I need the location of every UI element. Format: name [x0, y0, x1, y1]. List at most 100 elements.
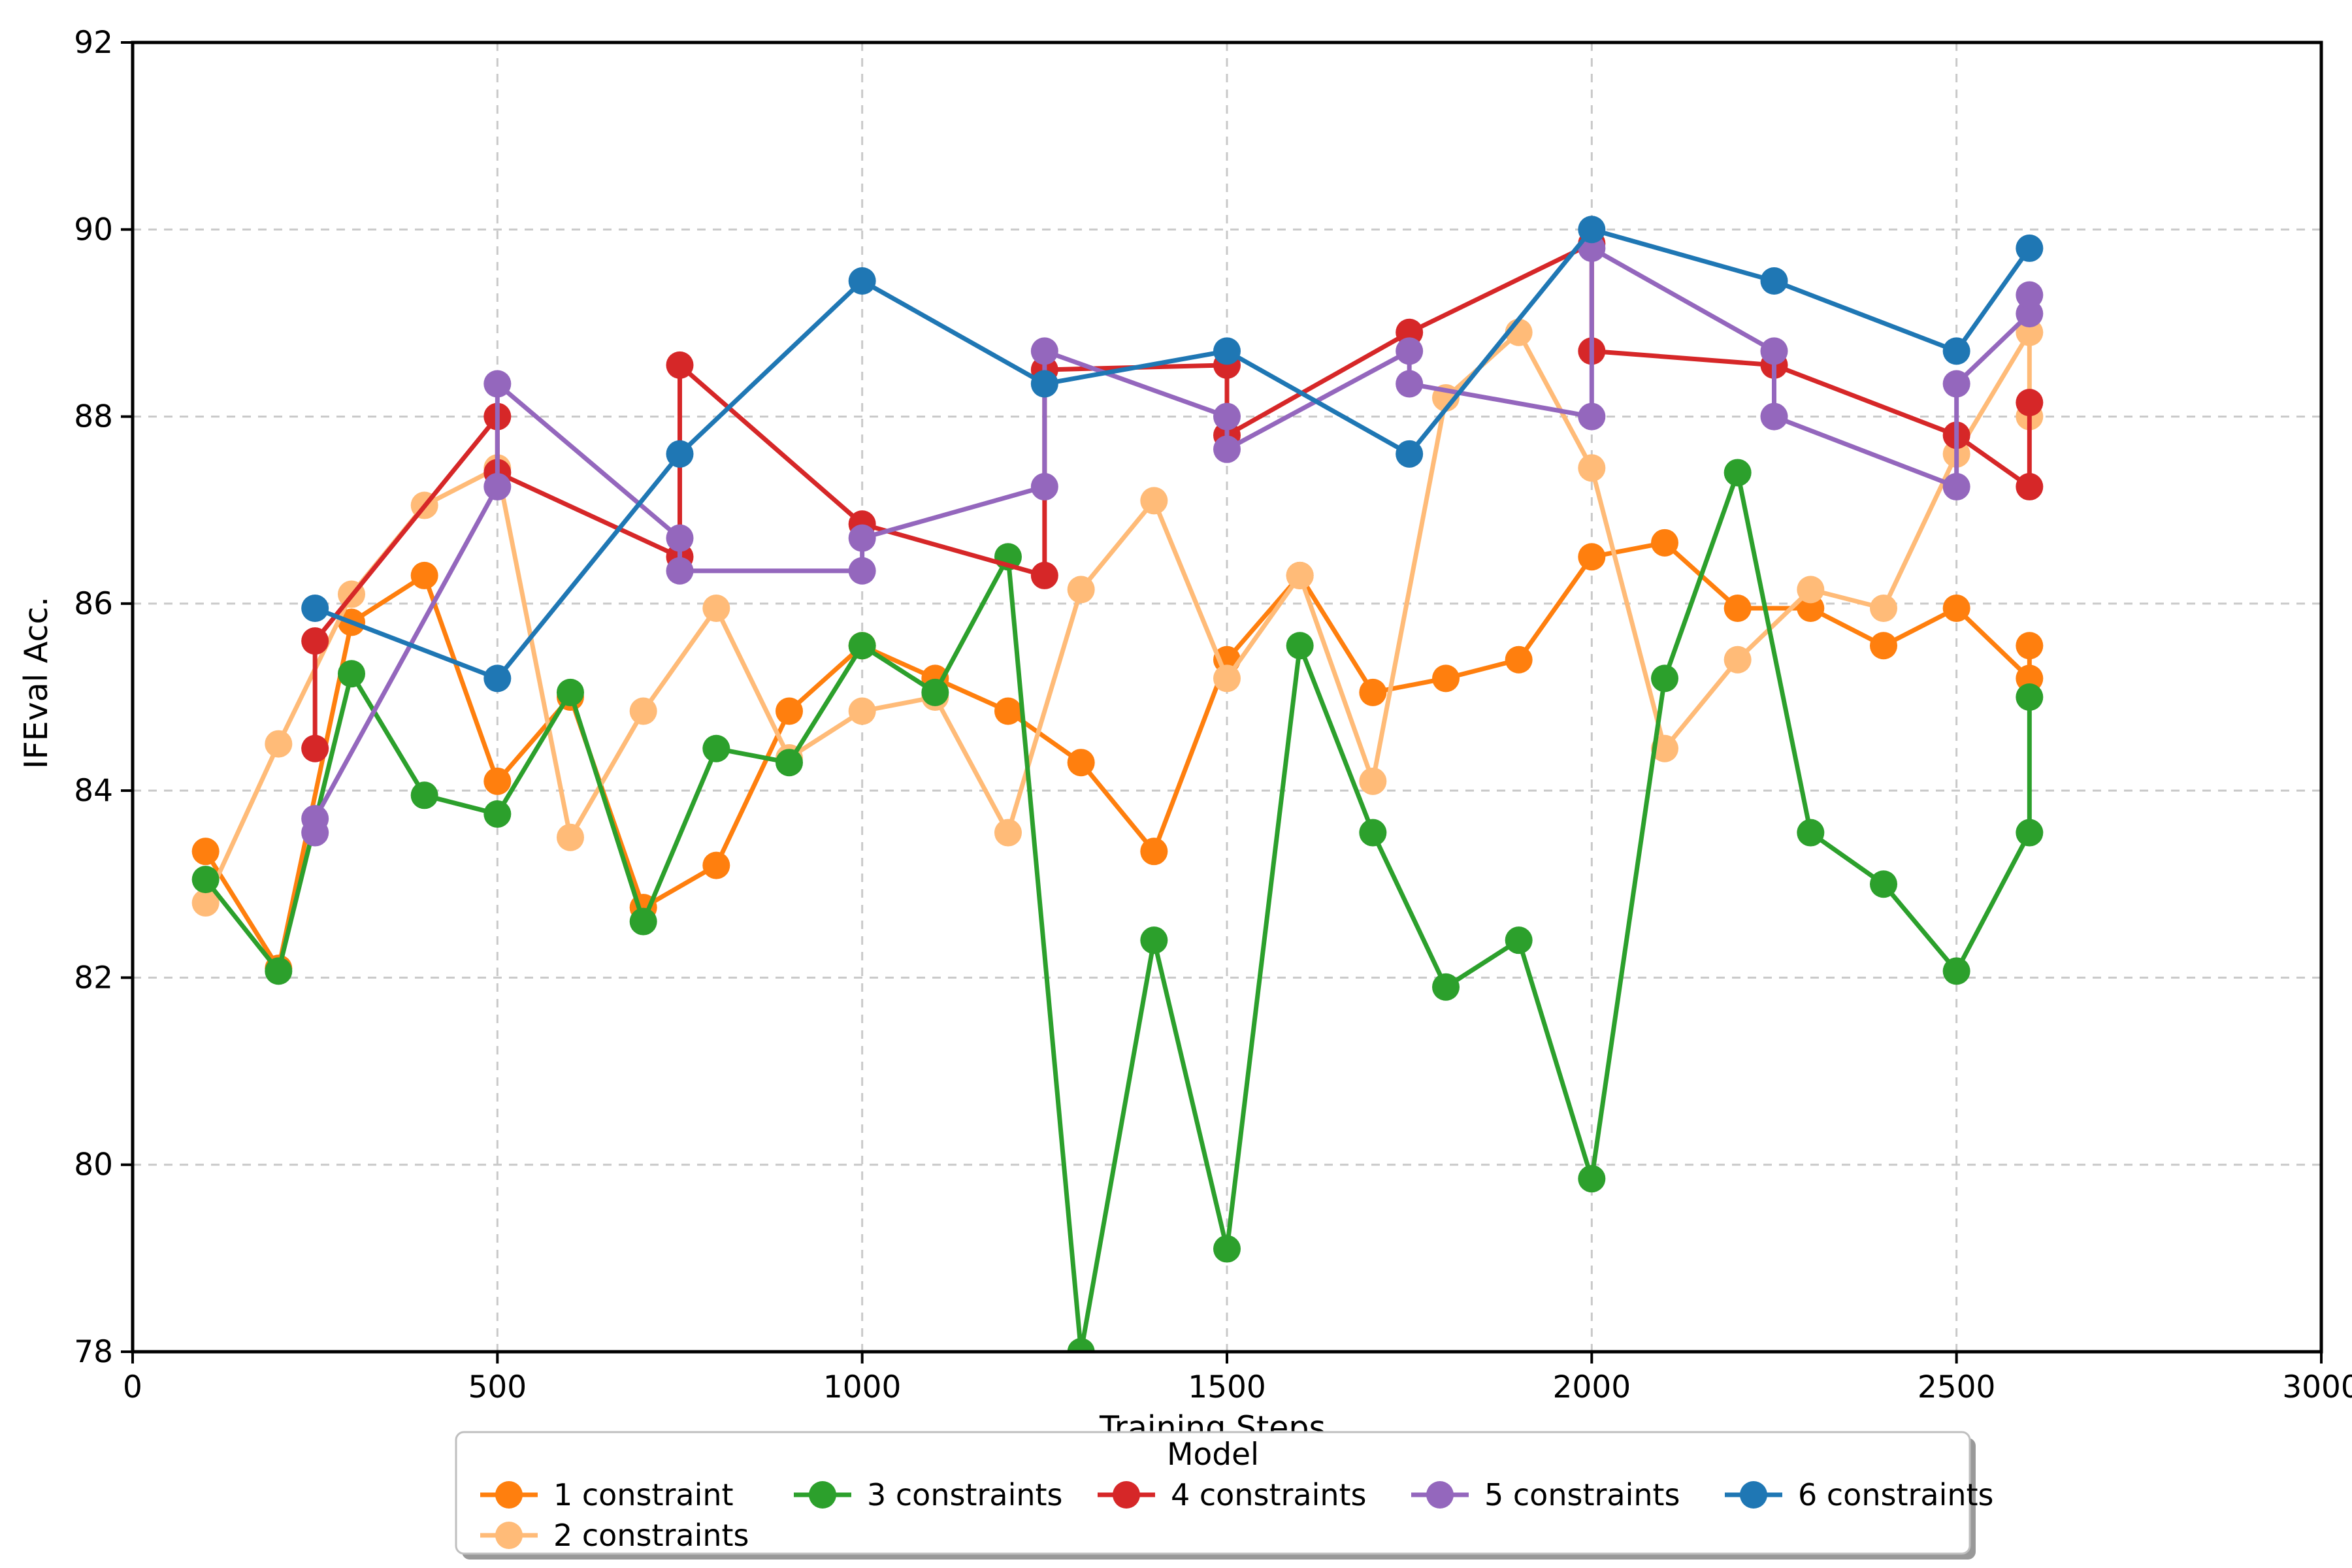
series-marker-3-constraints: [1797, 819, 1825, 847]
series-marker-5-constraints: [1942, 472, 1970, 500]
series-marker-1-constraint: [191, 838, 220, 866]
ticks: [121, 41, 2323, 1364]
series-marker-3-constraints: [1723, 459, 1752, 487]
series-marker-1-constraint: [1942, 595, 1970, 623]
series-marker-1-constraint: [410, 561, 438, 589]
series-6-constraints: [301, 216, 2044, 693]
series-marker-3-constraints: [1213, 1235, 1241, 1263]
y-tick-label-78: 78: [74, 1334, 113, 1370]
series-marker-3-constraints: [848, 632, 876, 660]
series-marker-6-constraints: [2016, 234, 2044, 262]
series-marker-6-constraints: [848, 267, 876, 295]
series-marker-6-constraints: [1942, 337, 1970, 365]
legend-marker-5-constraints: [1426, 1481, 1454, 1509]
legend-item-3-constraints: 3 constraints: [794, 1477, 1063, 1512]
series-marker-1-constraint: [483, 767, 512, 795]
series-marker-3-constraints: [1140, 926, 1168, 955]
series-marker-4-constraints: [301, 734, 329, 762]
series-marker-3-constraints: [483, 800, 512, 828]
legend-title: Model: [1167, 1437, 1259, 1473]
series-marker-3-constraints: [557, 678, 584, 706]
legend-marker-2-constraints: [495, 1522, 523, 1549]
y-tick-label-80: 80: [74, 1147, 113, 1183]
legend-label-3-constraints: 3 constraints: [867, 1477, 1063, 1512]
series-marker-5-constraints: [483, 472, 512, 500]
series-marker-4-constraints: [2016, 389, 2044, 417]
series-marker-3-constraints: [1432, 973, 1460, 1001]
series-marker-2-constraints: [994, 819, 1022, 847]
series-marker-3-constraints: [1286, 632, 1314, 660]
y-tick-label-92: 92: [74, 25, 113, 61]
series-marker-3-constraints: [776, 749, 803, 777]
series-marker-3-constraints: [1578, 1165, 1606, 1193]
legend-item-6-constraints: 6 constraints: [1725, 1477, 1994, 1512]
x-tick-label-2000: 2000: [1553, 1369, 1631, 1405]
y-tick-label-84: 84: [74, 773, 113, 809]
series-marker-5-constraints: [1030, 337, 1058, 365]
series-marker-5-constraints: [848, 557, 876, 585]
series-marker-2-constraints: [848, 697, 876, 725]
series-marker-5-constraints: [2016, 281, 2044, 309]
tick-labels: 0 500 1000 1500 2000 2500 3000 78 80 82 84 86 88 90 92: [74, 25, 2352, 1405]
series-marker-2-constraints: [1359, 767, 1387, 795]
series-marker-5-constraints: [1213, 402, 1241, 431]
legend-marker-4-constraints: [1113, 1481, 1140, 1509]
series-5-constraints: [301, 234, 2044, 847]
series-marker-6-constraints: [1030, 370, 1058, 398]
series-marker-2-constraints: [265, 730, 293, 758]
series-marker-2-constraints: [557, 823, 584, 851]
series-marker-3-constraints: [1505, 926, 1533, 955]
series-marker-6-constraints: [301, 595, 329, 623]
series-marker-1-constraint: [776, 697, 803, 725]
legend-marker-6-constraints: [1740, 1481, 1767, 1509]
series-marker-5-constraints: [1942, 370, 1970, 398]
series-marker-1-constraint: [994, 697, 1022, 725]
series-marker-2-constraints: [702, 595, 730, 623]
series-marker-1-constraint: [1505, 645, 1533, 674]
y-tick-label-90: 90: [74, 212, 113, 248]
series-marker-5-constraints: [483, 370, 512, 398]
x-tick-label-3000: 3000: [2282, 1369, 2352, 1405]
series-marker-3-constraints: [191, 866, 220, 894]
series-marker-2-constraints: [1213, 664, 1241, 693]
series-marker-5-constraints: [1213, 435, 1241, 463]
legend-box: [455, 1431, 1971, 1555]
series-marker-5-constraints: [848, 524, 876, 552]
series-marker-6-constraints: [666, 440, 694, 468]
series-marker-5-constraints: [1030, 472, 1058, 500]
series-marker-1-constraint: [1140, 838, 1168, 866]
y-tick-label-82: 82: [74, 960, 113, 996]
x-tick-label-2500: 2500: [1918, 1369, 1996, 1405]
legend-item-4-constraints: 4 constraints: [1098, 1477, 1367, 1512]
series-marker-3-constraints: [1067, 1338, 1095, 1352]
series-marker-3-constraints: [338, 660, 365, 688]
series-3-constraints: [191, 459, 2044, 1352]
legend-marker-3-constraints: [809, 1481, 836, 1509]
x-tick-label-500: 500: [468, 1369, 527, 1405]
series-marker-3-constraints: [629, 907, 657, 936]
series-marker-5-constraints: [1578, 402, 1606, 431]
legend-label-2-constraints: 2 constraints: [553, 1518, 749, 1553]
series-marker-6-constraints: [1760, 267, 1788, 295]
legend: Model 1 constraint 2 constraints 3 constrai…: [455, 1431, 1994, 1560]
series-marker-2-constraints: [1578, 454, 1606, 482]
legend-item-2-constraints: 2 constraints: [480, 1518, 749, 1553]
series-marker-3-constraints: [1870, 870, 1897, 898]
series-line-5-constraints: [312, 246, 2032, 836]
legend-label-6-constraints: 6 constraints: [1798, 1477, 1994, 1512]
series-marker-1-constraint: [1067, 749, 1095, 777]
series-marker-5-constraints: [1396, 370, 1424, 398]
series-marker-3-constraints: [2016, 683, 2044, 711]
series-marker-6-constraints: [1396, 440, 1424, 468]
legend-label-5-constraints: 5 constraints: [1484, 1477, 1680, 1512]
y-axis-label: IFEval Acc.: [18, 596, 55, 769]
series-marker-2-constraints: [1723, 645, 1752, 674]
series-marker-1-constraint: [1578, 543, 1606, 571]
series-marker-2-constraints: [1870, 595, 1897, 623]
series-marker-1-constraint: [1432, 664, 1460, 693]
series-marker-2-constraints: [1797, 576, 1825, 604]
series-marker-3-constraints: [1942, 957, 1970, 985]
series-marker-1-constraint: [702, 851, 730, 879]
